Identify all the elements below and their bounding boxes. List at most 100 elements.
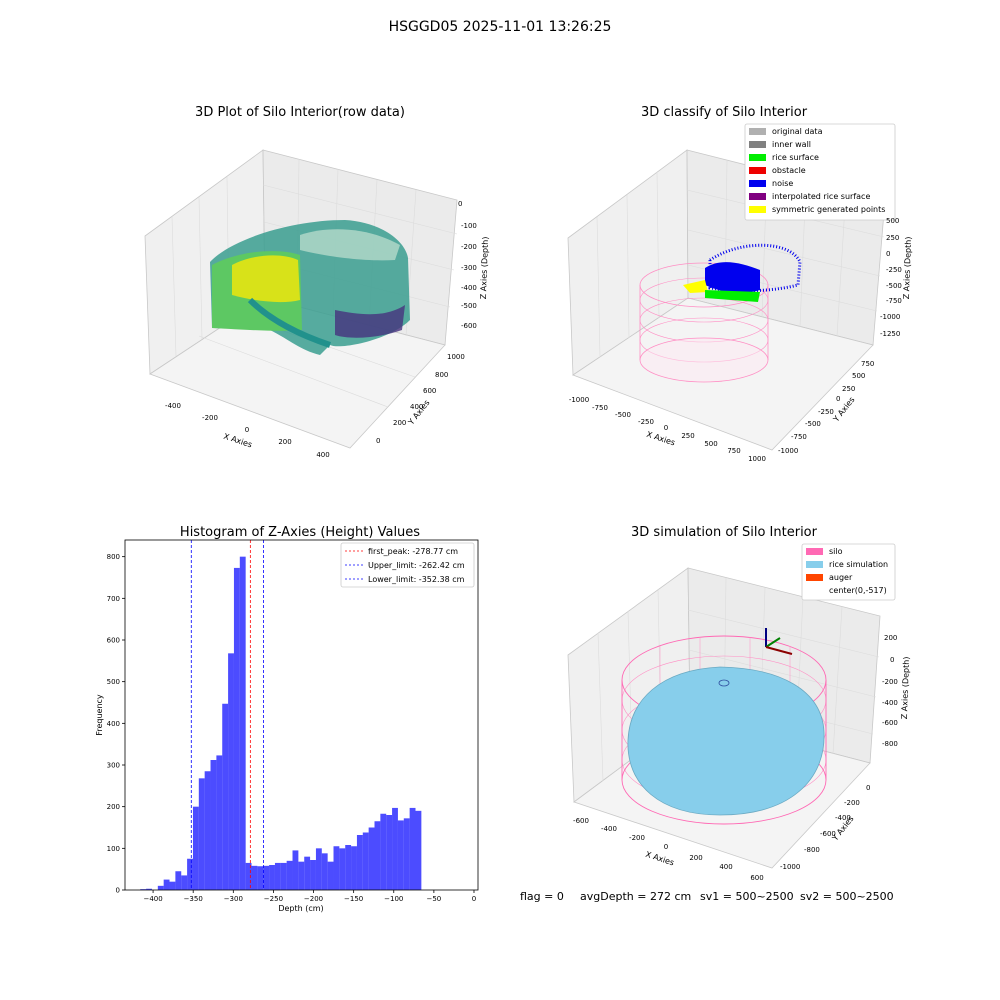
svg-text:rice surface: rice surface bbox=[772, 153, 819, 162]
simulation-legend-item: silo bbox=[806, 547, 843, 556]
svg-text:Lower_limit: -352.38 cm: Lower_limit: -352.38 cm bbox=[368, 575, 465, 584]
simulation-y-tick: -400 bbox=[835, 814, 851, 822]
histogram-bar bbox=[356, 835, 363, 890]
raw-x-axis-label: X Axies bbox=[222, 432, 253, 450]
histogram-bar bbox=[415, 810, 422, 890]
histogram-bar bbox=[192, 806, 199, 890]
classify-y-tick: 250 bbox=[842, 385, 855, 393]
histogram-legend: first_peak: -278.77 cm Upper_limit: -262… bbox=[340, 542, 475, 588]
classify-x-tick: 1000 bbox=[748, 455, 766, 463]
classify-legend-item: inner wall bbox=[749, 140, 811, 149]
histogram-y-label: Frequency bbox=[95, 694, 104, 736]
classify-x-axis-label: X Axies bbox=[645, 430, 676, 448]
histogram-bar bbox=[198, 778, 205, 890]
histogram-bar bbox=[362, 832, 369, 890]
histogram-bar bbox=[345, 845, 352, 890]
svg-text:rice simulation: rice simulation bbox=[829, 560, 888, 569]
svg-text:inner wall: inner wall bbox=[772, 140, 811, 149]
raw-z-tick: 0 bbox=[458, 200, 462, 208]
histogram-bar bbox=[263, 865, 270, 890]
histogram-bar bbox=[210, 760, 217, 890]
raw-z-tick: -600 bbox=[461, 322, 477, 330]
simulation-x-tick: -200 bbox=[629, 834, 645, 842]
classify-y-axis-label: Y Axies bbox=[831, 395, 857, 424]
histogram-x-tick-label: −100 bbox=[384, 895, 403, 903]
histogram-bar bbox=[274, 862, 281, 890]
raw-y-tick: 200 bbox=[393, 419, 406, 427]
histogram-bar bbox=[409, 807, 416, 890]
simulation-legend-item: center(0,-517) bbox=[829, 586, 887, 595]
classify-legend-item: interpolated rice surface bbox=[749, 192, 870, 201]
classify-legend: original data inner wall rice surface ob… bbox=[744, 123, 896, 221]
histogram-y-tick-label: 700 bbox=[107, 595, 120, 603]
histogram-bar bbox=[280, 862, 287, 890]
simulation-y-tick: -800 bbox=[804, 846, 820, 854]
histogram-bar bbox=[380, 813, 387, 890]
histogram-legend-item: Lower_limit: -352.38 cm bbox=[345, 575, 465, 584]
raw-x-tick: 400 bbox=[316, 451, 329, 459]
simulation-z-tick: -200 bbox=[882, 678, 898, 686]
simulation-x-tick: 0 bbox=[664, 843, 668, 851]
simulation-z-axis: 200 0 -200 -400 -600 -800 Z Axies (Depth… bbox=[882, 634, 911, 748]
simulation-x-tick: 400 bbox=[719, 863, 732, 871]
classify-legend-item: obstacle bbox=[749, 166, 806, 175]
histogram-legend-item: Upper_limit: -262.42 cm bbox=[345, 561, 465, 570]
histogram-y-tick-label: 400 bbox=[107, 720, 120, 728]
histogram-title: Histogram of Z-Axies (Height) Values bbox=[180, 525, 420, 540]
raw-y-tick: 1000 bbox=[447, 353, 465, 361]
histogram-bar bbox=[233, 567, 240, 890]
histogram-y-ticks: 0 100 200 300 400 500 600 700 800 bbox=[107, 553, 125, 895]
simulation-legend-item: auger bbox=[806, 573, 853, 582]
histogram-bar bbox=[351, 846, 357, 890]
raw-z-axis: 0 -100 -200 -300 -400 -500 -600 Z Axies … bbox=[458, 200, 490, 330]
classify-x-tick: -500 bbox=[615, 411, 631, 419]
histogram-bar bbox=[315, 848, 322, 890]
sv1-value: sv1 = 500~2500 bbox=[700, 890, 794, 903]
status-footer: flag = 0 avgDepth = 272 cm sv1 = 500~250… bbox=[520, 890, 894, 903]
classify-y-tick: -750 bbox=[791, 433, 807, 441]
histogram-bar bbox=[187, 858, 193, 890]
histogram-bar bbox=[403, 818, 410, 890]
simulation-legend: silo rice simulation auger center(0,-517… bbox=[801, 543, 896, 601]
simulation-plot-title: 3D simulation of Silo Interior bbox=[631, 525, 818, 540]
classify-x-tick: 750 bbox=[727, 447, 740, 455]
histogram-bar bbox=[239, 556, 246, 890]
classify-point-cloud bbox=[639, 243, 802, 383]
histogram-bar bbox=[310, 860, 316, 890]
raw-plot-title: 3D Plot of Silo Interior(row data) bbox=[195, 105, 405, 120]
histogram-bar bbox=[368, 827, 375, 890]
raw-y-tick: 400 bbox=[410, 403, 423, 411]
raw-y-tick: 800 bbox=[435, 371, 448, 379]
simulation-z-tick: 200 bbox=[884, 634, 897, 642]
classify-z-tick: -750 bbox=[886, 297, 902, 305]
histogram-bar bbox=[339, 848, 346, 890]
histogram-x-tick-label: −150 bbox=[344, 895, 363, 903]
histogram-y-tick-label: 500 bbox=[107, 678, 120, 686]
svg-text:symmetric generated points: symmetric generated points bbox=[772, 205, 885, 214]
histogram-bar bbox=[245, 862, 252, 890]
histogram-bar bbox=[251, 865, 258, 890]
svg-text:first_peak: -278.77 cm: first_peak: -278.77 cm bbox=[368, 547, 458, 556]
histogram-bar bbox=[304, 856, 311, 890]
classify-x-tick: -1000 bbox=[569, 396, 589, 404]
classify-z-tick: 250 bbox=[886, 234, 899, 242]
simulation-surface bbox=[621, 628, 827, 825]
histogram-bar bbox=[386, 815, 393, 890]
histogram-bar bbox=[140, 889, 147, 890]
classify-legend-item: original data bbox=[749, 127, 823, 136]
classify-legend-item: symmetric generated points bbox=[749, 205, 885, 214]
simulation-z-axis-label: Z Axies (Depth) bbox=[900, 656, 911, 719]
histogram-reference-lines bbox=[190, 540, 264, 890]
simulation-y-tick: -1000 bbox=[780, 863, 800, 871]
raw-x-tick: 0 bbox=[245, 426, 249, 434]
classify-z-tick: -250 bbox=[886, 266, 902, 274]
histogram-bar bbox=[216, 755, 223, 890]
raw-x-tick: -200 bbox=[202, 414, 218, 422]
raw-z-tick: -300 bbox=[461, 264, 477, 272]
histogram-x-tick-label: −50 bbox=[426, 895, 441, 903]
simulation-z-tick: -400 bbox=[882, 699, 898, 707]
raw-z-tick: -200 bbox=[461, 243, 477, 251]
panel-simulation-3d: 3D simulation of Silo Interior bbox=[567, 525, 911, 882]
raw-x-tick: 200 bbox=[278, 438, 291, 446]
svg-text:Upper_limit: -262.42 cm: Upper_limit: -262.42 cm bbox=[368, 561, 465, 570]
